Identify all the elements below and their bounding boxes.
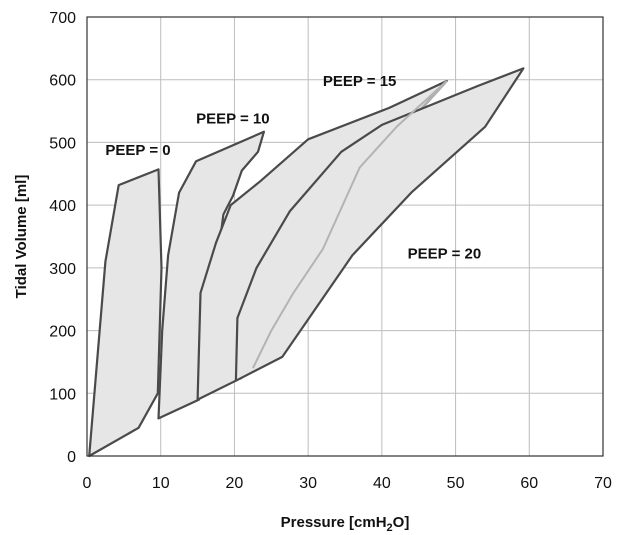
annotation-label: PEEP = 15	[323, 73, 397, 90]
y-tick-label: 100	[49, 386, 76, 403]
x-axis-title: Pressure [cmH2O]	[281, 514, 410, 534]
y-tick-label: 300	[49, 261, 76, 278]
x-axis-title-tail: O]	[393, 514, 410, 531]
y-tick-label: 400	[49, 198, 76, 215]
x-tick-label: 0	[83, 475, 92, 492]
pv-loop-0	[88, 168, 163, 458]
x-tick-label: 40	[373, 475, 391, 492]
x-axis-title-sub: 2	[387, 522, 393, 534]
plot-frame	[86, 16, 604, 457]
x-tick-label: 30	[299, 475, 317, 492]
annotations: PEEP = 0 PEEP = 10 PEEP = 15 PEEP = 20	[105, 73, 481, 262]
y-tick-label: 700	[49, 10, 76, 27]
annotation-label: PEEP = 10	[196, 111, 270, 128]
pv-loop-inner-line	[252, 80, 448, 369]
y-tick-label: 200	[49, 324, 76, 341]
x-tick-label: 70	[594, 475, 612, 492]
x-tick-label: 10	[152, 475, 170, 492]
annotation-label: PEEP = 0	[105, 142, 170, 159]
y-tick-label: 0	[67, 449, 76, 466]
annotation-label: PEEP = 20	[408, 245, 482, 262]
x-tick-label: 50	[447, 475, 465, 492]
x-axis-title-main: Pressure [cmH	[281, 514, 387, 531]
x-tick-label: 60	[520, 475, 538, 492]
y-tick-label: 500	[49, 135, 76, 152]
x-tick-label: 20	[226, 475, 244, 492]
y-tick-label: 600	[49, 73, 76, 90]
pv-loops	[88, 67, 525, 458]
y-axis-title: Tidal Volume [ml]	[13, 175, 30, 299]
pv-loop-20	[234, 67, 525, 382]
